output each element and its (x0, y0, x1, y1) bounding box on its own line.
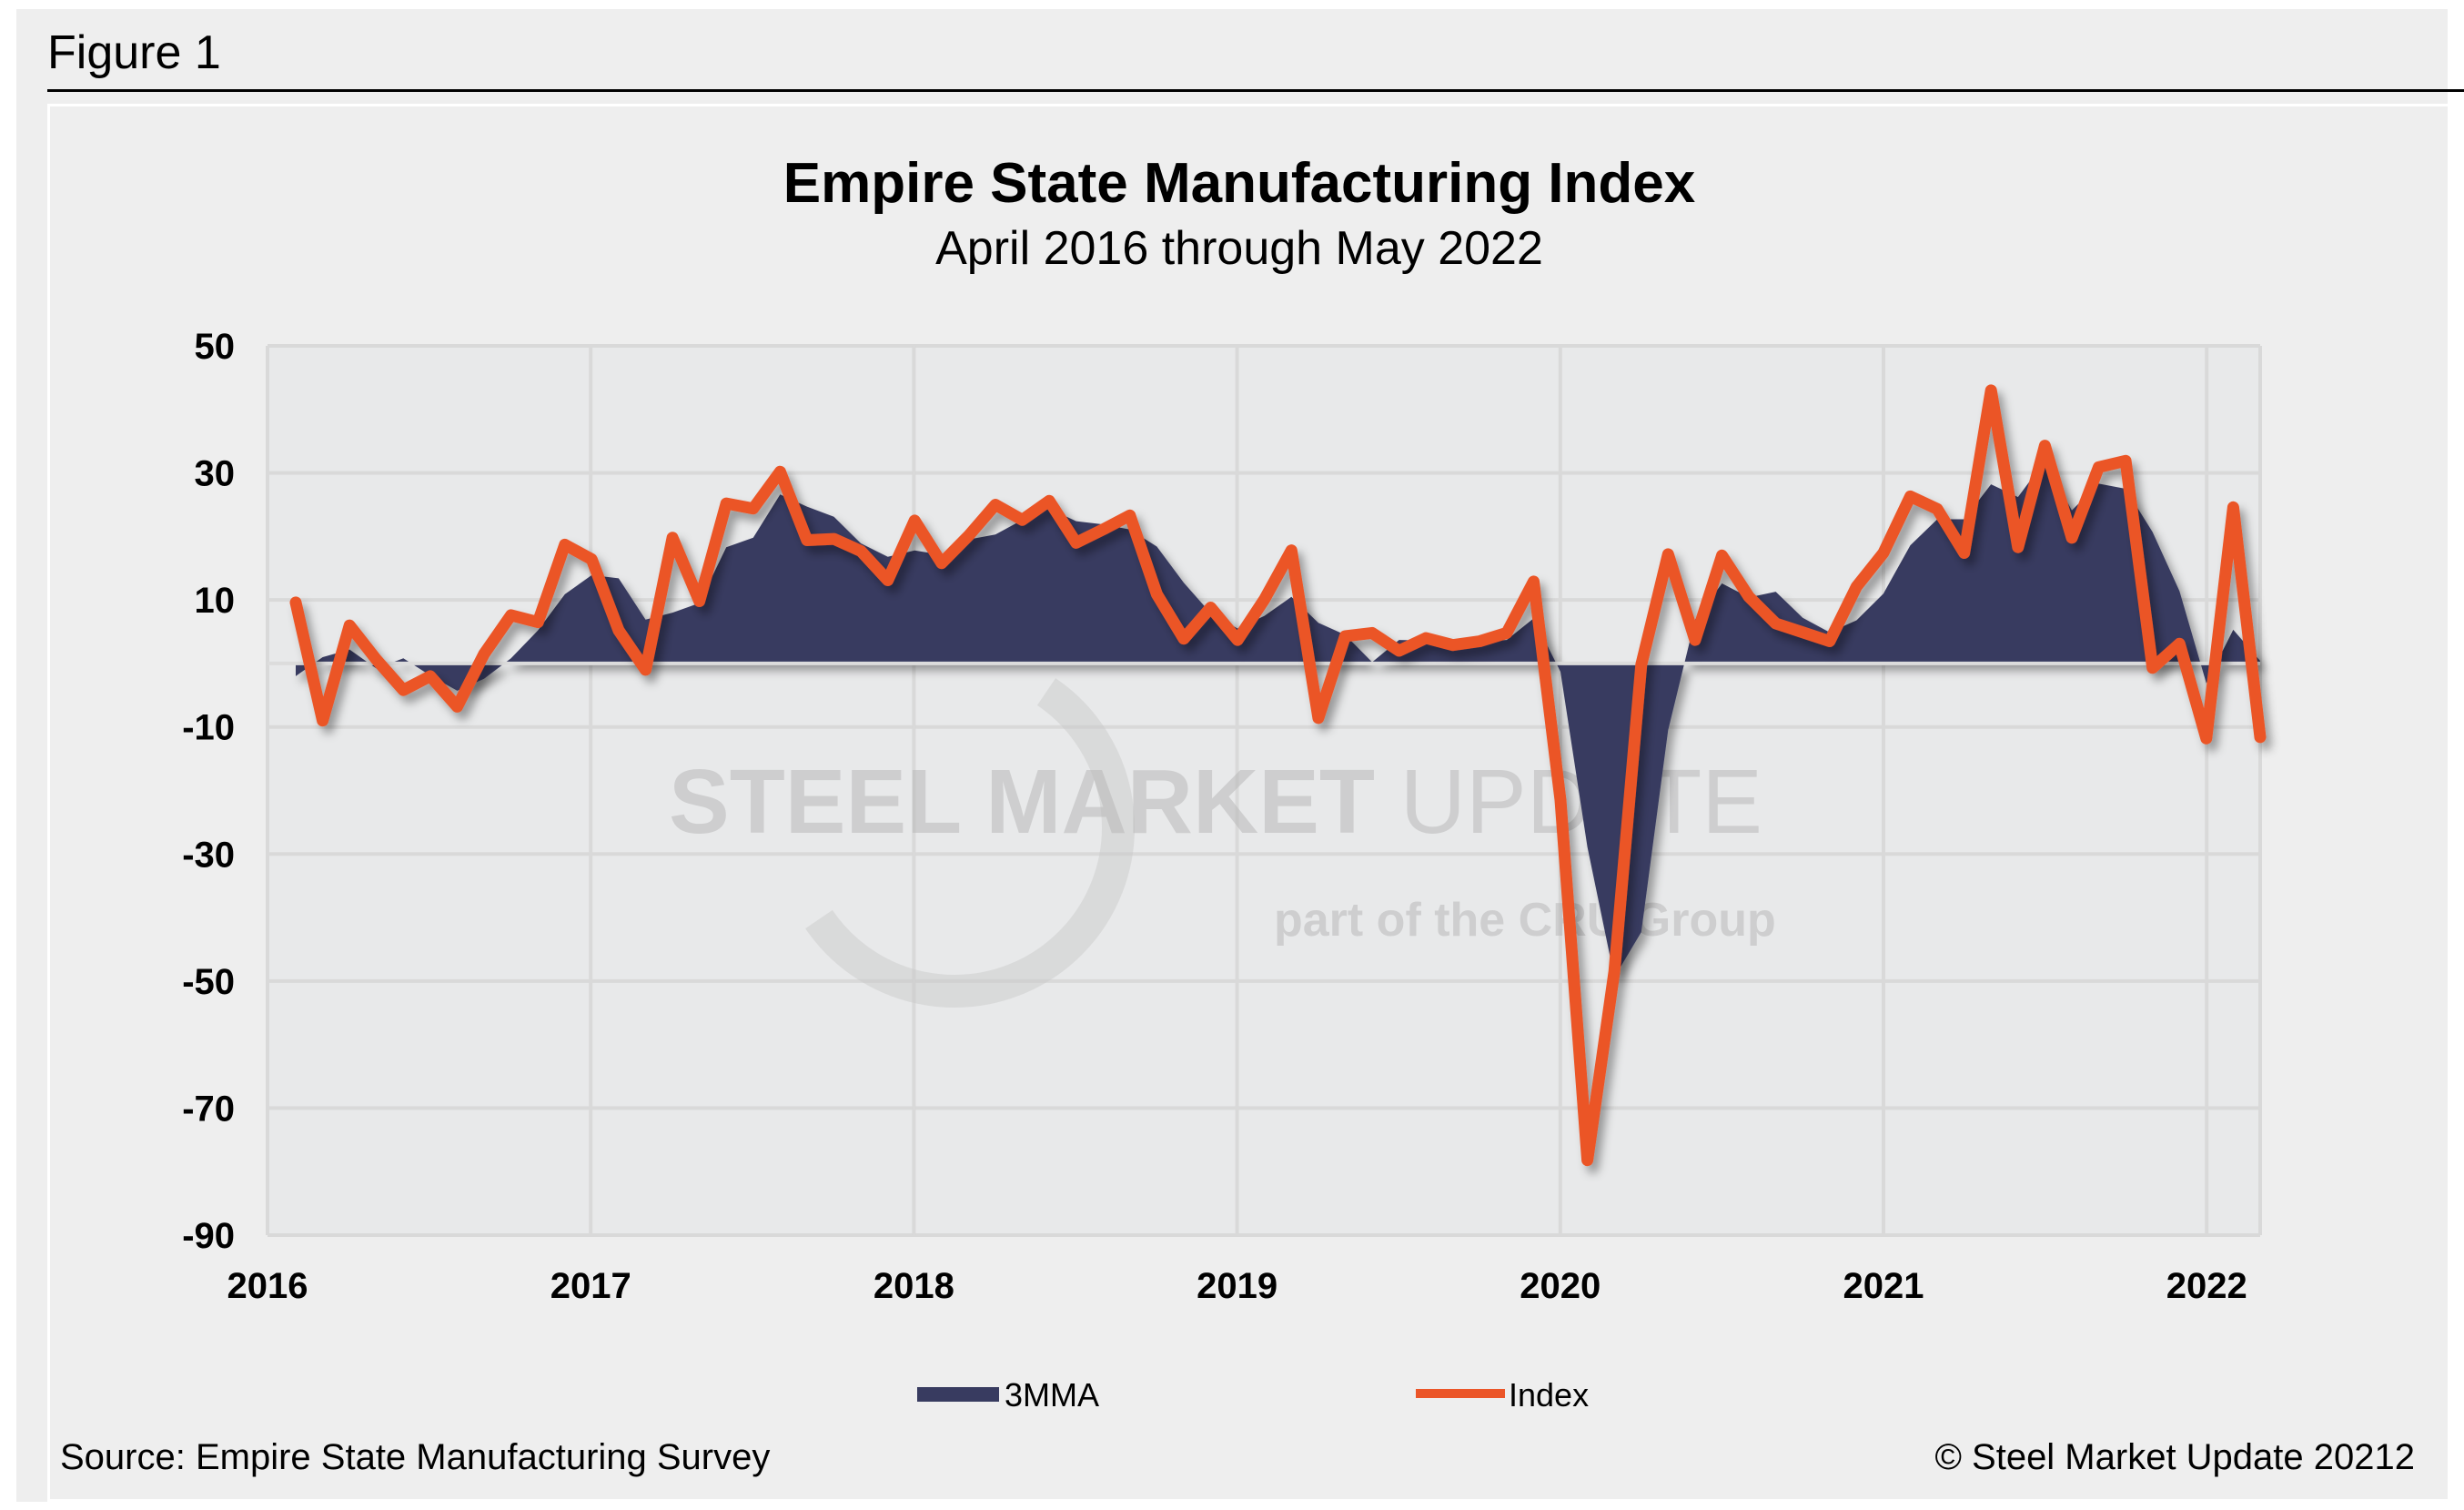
svg-text:part of the CRU Group: part of the CRU Group (1274, 894, 1776, 947)
legend: 3MMA Index (917, 1376, 1589, 1414)
y-tick-label: 50 (195, 327, 236, 367)
y-tick-label: -30 (182, 835, 235, 875)
legend-swatch-index (1416, 1389, 1505, 1398)
y-tick-label: 30 (195, 454, 236, 494)
y-axis-ticks: 50 30 10 -10 -30 -50 -70 -90 (182, 327, 235, 1256)
y-tick-label: 10 (195, 581, 236, 621)
legend-swatch-3mma (917, 1387, 999, 1402)
y-tick-label: -90 (182, 1216, 235, 1256)
x-tick-label: 2022 (2166, 1266, 2247, 1306)
x-tick-label: 2019 (1197, 1266, 1277, 1306)
watermark-arc (805, 678, 1135, 1008)
series-3mma-area (296, 461, 2260, 978)
chart-title: Empire State Manufacturing Index (783, 152, 1696, 215)
x-axis-ticks: 2016 2017 2018 2019 2020 2021 2022 (227, 1266, 2247, 1306)
plot-area (268, 346, 2260, 1235)
series-index-line (289, 384, 2267, 1167)
x-tick-label: 2017 (550, 1266, 631, 1306)
chart-marks (268, 384, 2267, 1167)
chart-subtitle: April 2016 through May 2022 (935, 222, 1543, 275)
figure-label: Figure 1 (47, 26, 221, 79)
y-tick-label: -70 (182, 1089, 235, 1129)
x-tick-label: 2016 (227, 1266, 308, 1306)
chart-frame (47, 104, 2462, 1502)
x-tick-label: 2021 (1843, 1266, 1924, 1306)
figure-divider (47, 89, 2464, 92)
x-tick-label: 2020 (1520, 1266, 1601, 1306)
x-tick-label: 2018 (874, 1266, 954, 1306)
legend-label-3mma: 3MMA (1005, 1376, 1099, 1414)
source-note: Source: Empire State Manufacturing Surve… (60, 1437, 770, 1477)
y-tick-label: -50 (182, 962, 235, 1002)
legend-label-index: Index (1509, 1376, 1589, 1414)
y-tick-label: -10 (182, 708, 235, 748)
copyright-note: © Steel Market Update 20212 (1934, 1437, 2415, 1477)
